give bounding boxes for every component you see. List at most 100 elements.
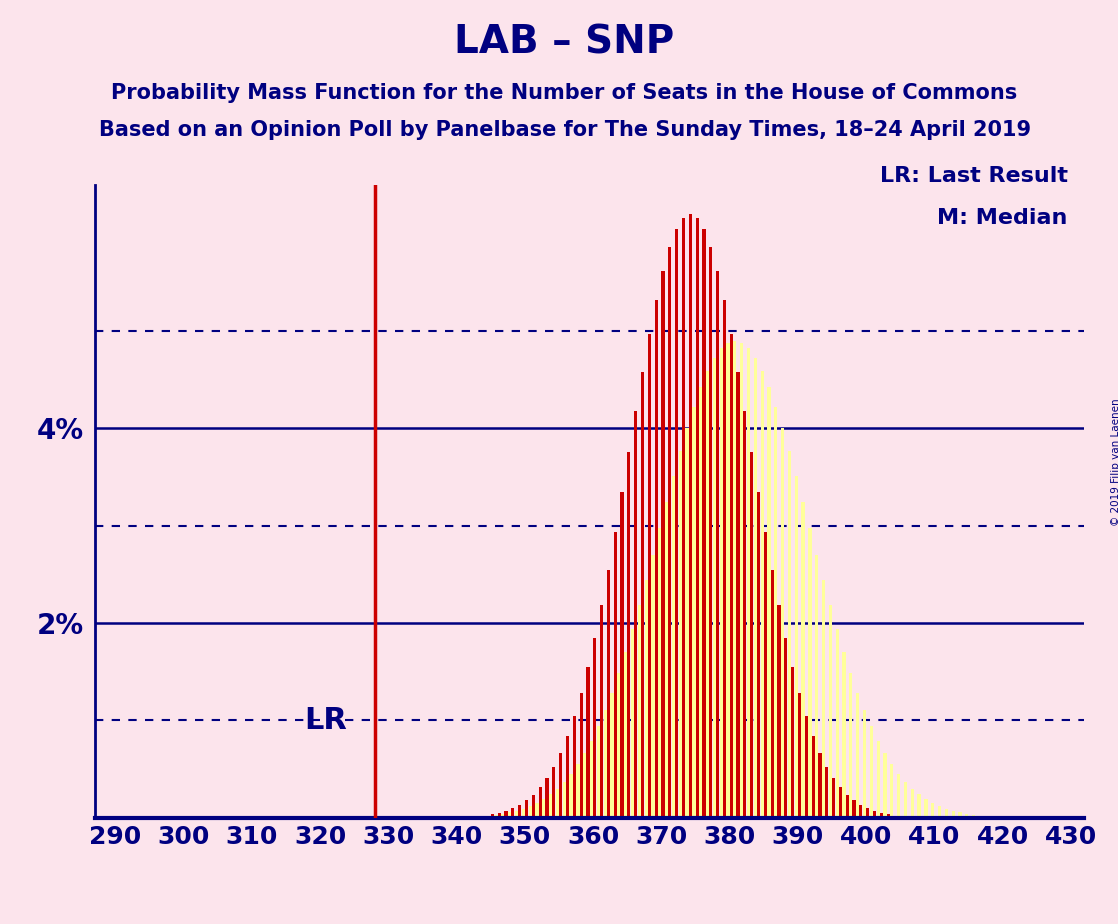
Bar bbox=[532, 795, 534, 818]
Bar bbox=[569, 773, 572, 818]
Bar bbox=[539, 787, 542, 818]
Bar bbox=[788, 452, 792, 818]
Bar bbox=[802, 502, 805, 818]
Bar bbox=[536, 803, 539, 818]
Bar bbox=[552, 767, 556, 818]
Bar bbox=[705, 371, 709, 818]
Bar bbox=[743, 411, 747, 818]
Bar bbox=[511, 808, 514, 818]
Bar bbox=[689, 214, 692, 818]
Bar bbox=[781, 428, 784, 818]
Bar bbox=[662, 271, 664, 818]
Bar bbox=[747, 348, 750, 818]
Bar bbox=[559, 753, 562, 818]
Bar bbox=[679, 452, 682, 818]
Bar bbox=[562, 782, 566, 818]
Bar bbox=[737, 371, 740, 818]
Bar bbox=[733, 341, 737, 818]
Bar bbox=[838, 787, 842, 818]
Bar bbox=[918, 795, 921, 818]
Bar bbox=[795, 477, 798, 818]
Bar bbox=[843, 652, 845, 818]
Bar bbox=[542, 799, 546, 818]
Bar bbox=[925, 799, 928, 818]
Bar bbox=[723, 300, 726, 818]
Bar bbox=[972, 815, 975, 818]
Bar bbox=[754, 358, 757, 818]
Bar bbox=[692, 407, 695, 818]
Text: LAB – SNP: LAB – SNP bbox=[454, 23, 675, 61]
Bar bbox=[634, 411, 637, 818]
Bar bbox=[631, 629, 634, 818]
Bar bbox=[627, 452, 631, 818]
Bar bbox=[594, 638, 596, 818]
Bar bbox=[852, 800, 855, 818]
Bar bbox=[546, 778, 549, 818]
Text: Based on an Opinion Poll by Panelbase for The Sunday Times, 18–24 April 2019: Based on an Opinion Poll by Panelbase fo… bbox=[98, 120, 1031, 140]
Bar bbox=[504, 811, 508, 818]
Text: M: Median: M: Median bbox=[937, 208, 1068, 228]
Bar bbox=[880, 813, 883, 818]
Bar bbox=[645, 580, 647, 818]
Bar bbox=[607, 569, 610, 818]
Bar bbox=[695, 218, 699, 818]
Bar bbox=[597, 726, 600, 818]
Bar bbox=[835, 629, 838, 818]
Bar bbox=[845, 795, 849, 818]
Bar bbox=[818, 753, 822, 818]
Bar bbox=[494, 815, 498, 818]
Bar bbox=[887, 814, 890, 818]
Bar bbox=[792, 667, 794, 818]
Bar bbox=[672, 477, 675, 818]
Bar bbox=[863, 711, 866, 818]
Bar bbox=[508, 812, 511, 818]
Bar bbox=[828, 605, 832, 818]
Bar bbox=[716, 271, 719, 818]
Bar bbox=[659, 529, 662, 818]
Bar bbox=[877, 741, 880, 818]
Bar bbox=[774, 407, 777, 818]
Text: LR: LR bbox=[304, 706, 348, 735]
Bar bbox=[498, 813, 501, 818]
Bar bbox=[757, 492, 760, 818]
Bar bbox=[856, 693, 860, 818]
Bar bbox=[641, 371, 644, 818]
Bar bbox=[682, 218, 685, 818]
Bar bbox=[805, 716, 808, 818]
Bar bbox=[822, 580, 825, 818]
Bar bbox=[850, 674, 852, 818]
Bar bbox=[610, 693, 614, 818]
Bar bbox=[702, 229, 705, 818]
Bar bbox=[951, 810, 955, 818]
Bar bbox=[604, 711, 607, 818]
Text: LR: Last Result: LR: Last Result bbox=[880, 166, 1068, 187]
Bar bbox=[727, 343, 730, 818]
Bar bbox=[890, 764, 893, 818]
Bar bbox=[576, 764, 579, 818]
Bar bbox=[501, 814, 504, 818]
Bar bbox=[709, 247, 712, 818]
Bar bbox=[931, 803, 935, 818]
Bar bbox=[860, 805, 862, 818]
Bar bbox=[647, 334, 651, 818]
Bar bbox=[812, 736, 815, 818]
Bar bbox=[637, 605, 641, 818]
Bar bbox=[525, 800, 528, 818]
Bar bbox=[764, 531, 767, 818]
Bar bbox=[883, 753, 887, 818]
Bar bbox=[669, 247, 672, 818]
Bar bbox=[652, 554, 654, 818]
Bar bbox=[699, 387, 702, 818]
Bar bbox=[515, 810, 518, 818]
Bar bbox=[911, 788, 913, 818]
Bar bbox=[665, 502, 669, 818]
Bar bbox=[566, 736, 569, 818]
Bar bbox=[491, 814, 494, 818]
Text: © 2019 Filip van Laenen: © 2019 Filip van Laenen bbox=[1111, 398, 1118, 526]
Bar bbox=[798, 693, 802, 818]
Bar bbox=[713, 358, 716, 818]
Bar bbox=[522, 808, 525, 818]
Bar bbox=[750, 452, 754, 818]
Bar bbox=[897, 773, 900, 818]
Bar bbox=[945, 808, 948, 818]
